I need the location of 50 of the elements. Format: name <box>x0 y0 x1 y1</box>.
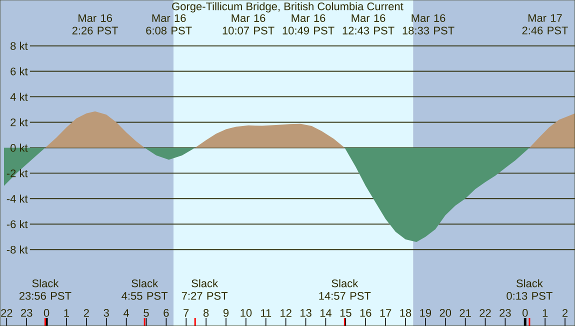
y-tick-label: 8 kt <box>10 42 28 50</box>
x-tick-label: 1 <box>64 309 70 317</box>
annotation: Mar 16 6:08 PST <box>146 14 192 34</box>
x-tick-label: 23 <box>500 309 511 317</box>
x-tick-label: 0 <box>522 309 528 317</box>
x-tick-label: 22 <box>1 309 12 317</box>
x-tick-label: 2 <box>562 309 568 317</box>
x-tick-label: 5 <box>144 309 149 317</box>
annotation: Slack 7:27 PST <box>182 279 228 300</box>
y-tick-label: -4 kt <box>6 194 28 203</box>
x-tick-label: 21 <box>460 309 471 317</box>
chart-title: Gorge-Tillicum Bridge, British Columbia Current <box>172 2 404 12</box>
x-tick-label: 2 <box>84 309 89 317</box>
x-tick-label: 17 <box>380 309 392 317</box>
x-tick-label: 13 <box>300 309 312 317</box>
annotation: Mar 16 10:07 PST <box>222 14 274 34</box>
x-tick-label: 8 <box>203 309 209 317</box>
x-tick-label: 23 <box>21 309 32 317</box>
y-tick-label: -2 kt <box>6 169 28 178</box>
x-tick-label: 19 <box>420 309 432 317</box>
x-tick-label: 22 <box>480 309 491 317</box>
y-tick-label: 4 kt <box>10 92 28 101</box>
x-tick-label: 3 <box>104 309 109 317</box>
annotation: Mar 17 2:46 PST <box>522 14 568 34</box>
x-tick-label: 4 <box>124 309 130 317</box>
annotation: Mar 16 18:33 PST <box>402 14 454 34</box>
x-tick-label: 9 <box>223 309 229 317</box>
annotation: Slack 23:56 PST <box>19 279 72 300</box>
annotation: Slack 4:55 PST <box>122 279 168 300</box>
annotation: Mar 16 12:43 PST <box>342 14 394 34</box>
x-tick-label: 15 <box>340 309 352 317</box>
annotation: Mar 16 10:49 PST <box>282 14 334 34</box>
x-tick-label: 18 <box>400 309 412 317</box>
x-tick-label: 7 <box>184 309 189 317</box>
x-tick-label: 11 <box>261 309 272 317</box>
annotation: Slack 14:57 PST <box>319 279 371 300</box>
y-tick-label: 6 kt <box>10 67 28 76</box>
x-tick-label: 14 <box>320 309 332 317</box>
y-tick-label: -6 kt <box>6 220 28 228</box>
x-tick-label: 16 <box>360 309 372 317</box>
x-tick-label: 1 <box>542 309 548 317</box>
y-tick-label: 2 kt <box>10 118 28 126</box>
x-tick-label: 10 <box>240 309 252 317</box>
x-tick-label: 12 <box>280 309 292 317</box>
annotation: Slack 0:13 PST <box>506 279 552 300</box>
y-tick-label: -8 kt <box>6 246 28 254</box>
x-tick-label: 0 <box>44 309 50 317</box>
annotation: Mar 16 2:26 PST <box>72 14 118 34</box>
x-tick-label: 20 <box>440 309 452 317</box>
x-tick-label: 6 <box>164 309 169 317</box>
